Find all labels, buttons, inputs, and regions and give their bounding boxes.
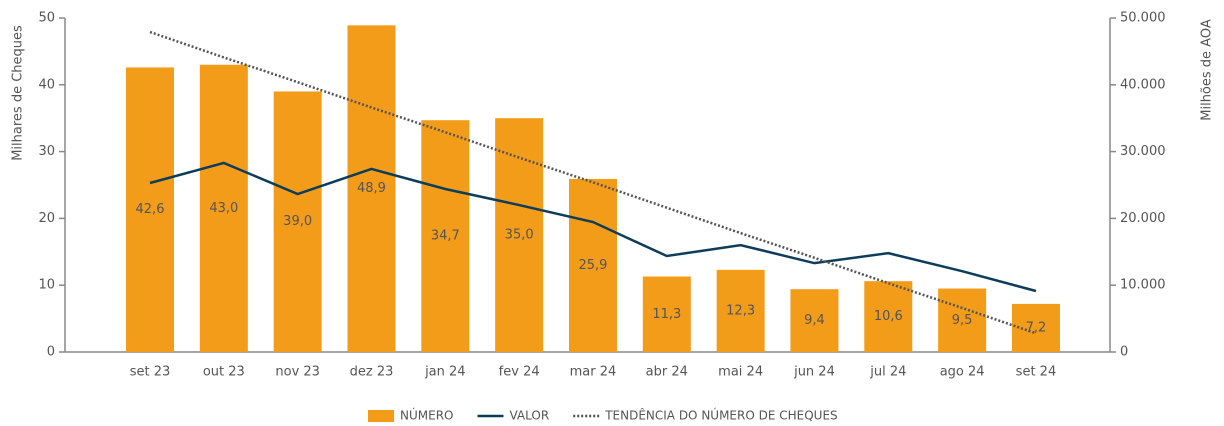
x-tick-label: set 23 <box>130 365 171 380</box>
y2-tick-label: 50.000 <box>1120 11 1166 26</box>
data-label: 7,2 <box>1026 320 1047 335</box>
x-tick-label: nov 23 <box>275 365 320 380</box>
data-label: 39,0 <box>283 214 312 229</box>
x-tick-label: abr 24 <box>646 365 688 380</box>
data-label: 9,4 <box>804 313 825 328</box>
y-tick-label: 0 <box>47 345 55 360</box>
y-tick-label: 10 <box>38 278 55 293</box>
legend-label: VALOR <box>509 409 549 423</box>
bar <box>1011 303 1060 352</box>
y-tick-label: 40 <box>38 77 55 92</box>
bar <box>716 269 765 352</box>
bar <box>126 67 174 352</box>
data-label: 35,0 <box>505 228 534 243</box>
y2-tick-label: 10.000 <box>1120 278 1166 293</box>
data-label: 34,7 <box>431 229 460 244</box>
bar <box>568 178 617 352</box>
bar <box>199 64 248 352</box>
bar <box>938 288 987 352</box>
data-label: 48,9 <box>357 181 386 196</box>
x-tick-label: set 24 <box>1016 365 1057 380</box>
x-tick-label: jan 24 <box>424 365 466 380</box>
bar <box>864 281 913 352</box>
line <box>149 161 1037 293</box>
data-label: 10,6 <box>874 309 903 324</box>
bar <box>273 91 322 352</box>
y2-tick-label: 0 <box>1120 345 1128 360</box>
data-label: 12,3 <box>726 303 755 318</box>
data-label: 43,0 <box>209 201 238 216</box>
data-label: 11,3 <box>652 307 681 322</box>
bar <box>642 276 691 352</box>
y2-axis-title: Milhões de AOA <box>1200 19 1215 121</box>
x-tick-label: mar 24 <box>570 365 617 380</box>
x-tick-label: jul 24 <box>869 365 906 380</box>
y-axis-title: Milhares de Cheques <box>11 25 26 161</box>
bar <box>790 289 839 352</box>
x-tick-label: out 23 <box>203 365 245 380</box>
legend-label: TENDÊNCIA DO NÚMERO DE CHEQUES <box>604 408 837 423</box>
legend-swatch <box>368 410 394 422</box>
data-label: 9,5 <box>952 313 973 328</box>
x-tick-label: dez 23 <box>350 365 394 380</box>
y2-tick-label: 40.000 <box>1120 77 1166 92</box>
x-tick-label: fev 24 <box>499 365 540 380</box>
legend-label: NÚMERO <box>400 408 453 423</box>
data-label: 25,9 <box>579 258 608 273</box>
y-tick-label: 50 <box>38 11 55 26</box>
y2-tick-label: 20.000 <box>1120 211 1166 226</box>
x-tick-label: mai 24 <box>718 365 763 380</box>
data-label: 42,6 <box>136 202 165 217</box>
y-tick-label: 20 <box>38 211 55 226</box>
bar <box>421 120 470 352</box>
bar <box>347 25 396 353</box>
y2-tick-label: 30.000 <box>1120 144 1166 159</box>
y-tick-label: 30 <box>38 144 55 159</box>
x-tick-label: ago 24 <box>940 365 985 380</box>
x-tick-label: jun 24 <box>793 365 835 380</box>
